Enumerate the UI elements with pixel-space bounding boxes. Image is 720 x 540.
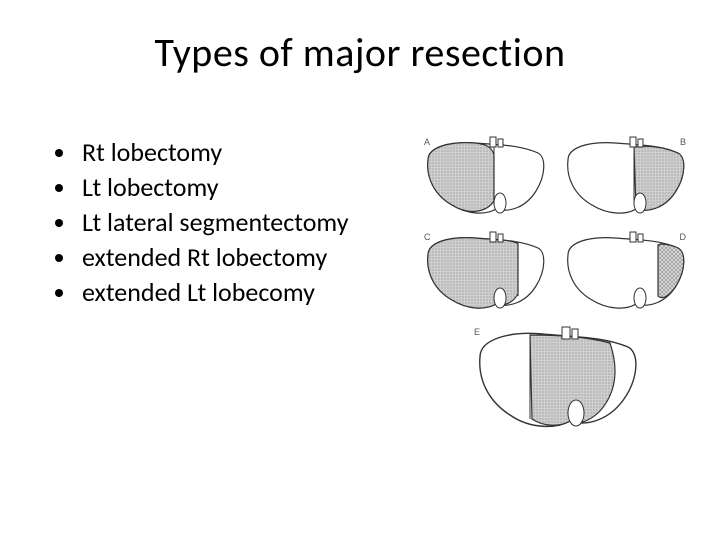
diagram-label: C: [424, 232, 431, 242]
list-item: extended Lt lobecomy: [78, 275, 348, 310]
diagram-label: E: [474, 327, 480, 337]
diagram-row: E: [470, 325, 710, 435]
diagram-label: A: [424, 137, 430, 147]
bullet-list: Rt lobectomy Lt lobectomy Lt lateral seg…: [50, 135, 348, 310]
slide: Types of major resection Rt lobectomy Lt…: [0, 0, 720, 540]
liver-diagram-a: A: [420, 135, 550, 220]
liver-diagram-grid: A: [420, 135, 710, 445]
list-item: Lt lateral segmentectomy: [78, 205, 348, 240]
slide-title: Types of major resection: [0, 28, 720, 77]
liver-diagram-c: C: [420, 230, 550, 315]
diagram-label: B: [680, 137, 686, 147]
list-item: Rt lobectomy: [78, 135, 348, 170]
diagram-label: D: [680, 232, 687, 242]
list-item: Lt lobectomy: [78, 170, 348, 205]
diagram-row: A: [420, 135, 710, 220]
liver-diagram-d: D: [560, 230, 690, 315]
list-item: extended Rt lobectomy: [78, 240, 348, 275]
liver-diagram-b: B: [560, 135, 690, 220]
diagram-row: C D: [420, 230, 710, 315]
liver-diagram-e: E: [470, 325, 645, 435]
